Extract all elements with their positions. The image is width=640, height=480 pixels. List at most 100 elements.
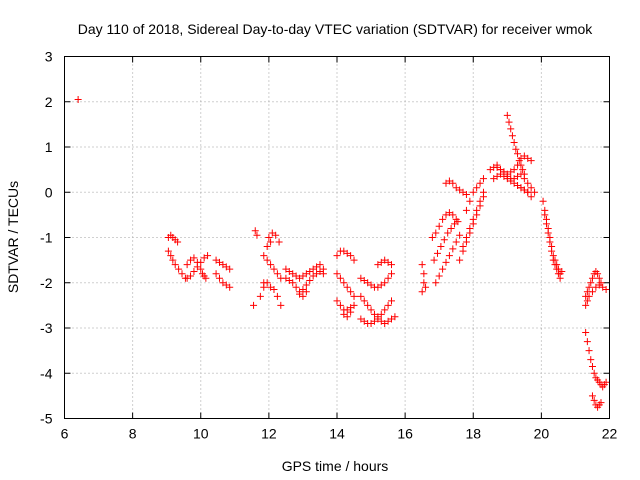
data-point (350, 301, 358, 309)
points-layer (74, 95, 610, 411)
data-point (503, 111, 511, 119)
data-point (388, 270, 395, 278)
data-point (469, 188, 477, 196)
data-point (391, 313, 399, 321)
x-tick-label: 10 (193, 426, 209, 442)
data-point (367, 306, 375, 314)
data-point (520, 170, 528, 178)
data-point (193, 263, 201, 271)
data-point (587, 356, 595, 364)
data-point (430, 256, 438, 264)
data-point (548, 247, 556, 255)
y-tick-label: 1 (45, 139, 53, 155)
data-point (449, 245, 457, 253)
data-point (514, 150, 522, 158)
data-point (381, 279, 389, 287)
data-point (527, 193, 535, 201)
data-point (267, 261, 275, 269)
data-point (447, 224, 455, 232)
data-point (476, 197, 484, 205)
data-point (316, 261, 324, 269)
x-tick-label: 14 (329, 426, 345, 442)
data-point (582, 301, 590, 309)
data-point (270, 265, 278, 273)
data-point (476, 179, 484, 187)
data-point (439, 265, 447, 273)
data-point (432, 279, 440, 287)
data-point (435, 222, 443, 230)
data-point (585, 347, 593, 355)
data-point (347, 308, 355, 316)
y-tick-label: -1 (40, 230, 53, 246)
data-point (418, 288, 426, 296)
data-point (263, 256, 271, 264)
data-point (190, 254, 198, 262)
data-point (350, 292, 358, 300)
data-point (343, 283, 351, 291)
data-point (420, 270, 428, 278)
data-point (418, 261, 426, 269)
data-point (585, 283, 593, 291)
data-point (585, 292, 593, 300)
data-point (388, 297, 395, 305)
data-point (508, 132, 516, 140)
x-tick-label: 20 (534, 426, 550, 442)
data-point (549, 256, 557, 264)
data-point (347, 288, 355, 296)
data-point (202, 274, 210, 282)
data-point (256, 292, 264, 300)
data-point (554, 270, 562, 278)
data-point (544, 229, 552, 237)
data-point (384, 301, 392, 309)
data-point (289, 279, 297, 287)
data-point (590, 396, 598, 404)
data-point (187, 272, 195, 280)
data-point (444, 229, 452, 237)
data-point (454, 218, 462, 226)
data-point (587, 279, 595, 287)
data-point (272, 231, 280, 239)
plot-frame (64, 56, 610, 419)
data-point (456, 231, 464, 239)
data-point (582, 329, 590, 337)
data-point (340, 279, 348, 287)
data-point (527, 157, 535, 165)
x-tick-label: 22 (602, 426, 618, 442)
data-point (267, 238, 275, 246)
data-point (432, 229, 440, 237)
data-point (588, 392, 596, 400)
data-point (588, 274, 596, 282)
y-tick-label: 2 (45, 94, 53, 110)
data-point (524, 179, 532, 187)
data-point (190, 267, 198, 275)
data-point (270, 286, 278, 294)
data-point (336, 301, 344, 309)
data-point (422, 283, 430, 291)
data-point (226, 265, 234, 273)
x-tick-label: 8 (129, 426, 137, 442)
data-point (510, 166, 518, 174)
data-point (364, 301, 372, 309)
chart-title: Day 110 of 2018, Sidereal Day-to-day VTE… (78, 21, 594, 37)
data-point (456, 256, 464, 264)
data-point (164, 247, 172, 255)
data-point (524, 188, 532, 196)
data-point (442, 258, 450, 266)
grid-layer (64, 56, 610, 419)
data-point (602, 286, 610, 294)
data-point (445, 252, 453, 260)
data-point (510, 138, 518, 146)
data-point (357, 292, 365, 300)
data-point (433, 249, 441, 257)
data-point (333, 297, 341, 305)
data-point (507, 175, 515, 183)
x-tick-label: 6 (61, 426, 69, 442)
data-point (260, 279, 268, 287)
data-point (183, 261, 191, 269)
data-point (588, 288, 596, 296)
data-point (505, 118, 513, 126)
data-point (595, 274, 603, 282)
y-tick-label: -4 (40, 365, 53, 381)
data-point (437, 243, 445, 251)
y-axis-label: SDTVAR / TECUs (5, 181, 21, 293)
